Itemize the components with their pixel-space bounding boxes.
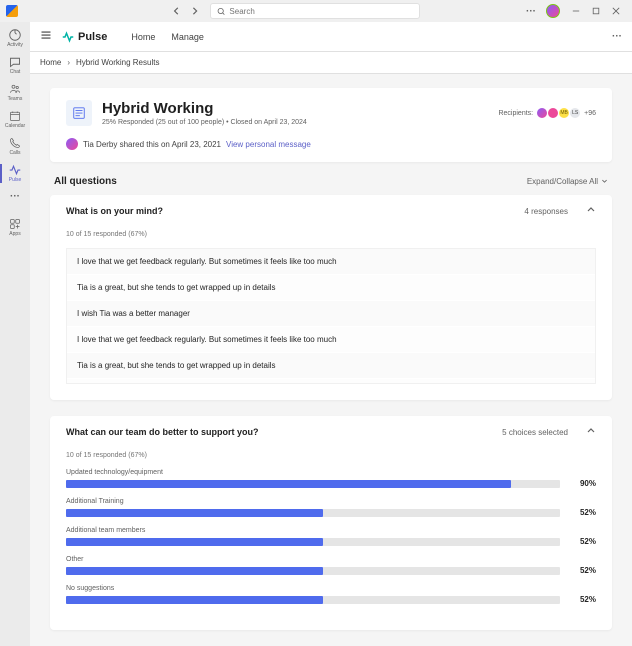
bar-fill: [66, 538, 323, 546]
choice-label: Additional team members: [66, 527, 596, 534]
choice-label: Additional Training: [66, 498, 596, 505]
bar-track: [66, 538, 560, 546]
choice-label: Updated technology/equipment: [66, 469, 596, 476]
bar-track: [66, 567, 560, 575]
bar-fill: [66, 567, 323, 575]
app-logo: Pulse: [62, 31, 107, 43]
question-2-meta: 5 choices selected: [502, 428, 568, 437]
current-user-avatar[interactable]: [546, 4, 560, 18]
question-1-meta: 4 responses: [524, 207, 568, 216]
response-row: Tia is a great, but she tends to get wra…: [67, 275, 595, 301]
bar-fill: [66, 509, 323, 517]
chevron-right-icon: ›: [67, 58, 70, 67]
breadcrumb-home[interactable]: Home: [40, 58, 61, 67]
search-input[interactable]: [229, 7, 413, 16]
question-2-sub: 10 of 15 responded (67%): [50, 448, 612, 469]
tab-manage[interactable]: Manage: [171, 32, 204, 42]
response-row: I wish Tia was a better manager: [67, 301, 595, 327]
bar-track: [66, 480, 560, 488]
choice-row: Updated technology/equipment 90%: [66, 469, 596, 488]
responses-list[interactable]: I love that we get feedback regularly. B…: [66, 248, 596, 384]
bar-track: [66, 509, 560, 517]
rail-chat-label: Chat: [10, 69, 21, 75]
rail-activity-label: Activity: [7, 42, 23, 48]
bar-track: [66, 596, 560, 604]
collapse-button[interactable]: [586, 426, 596, 438]
view-message-link[interactable]: View personal message: [226, 140, 311, 149]
chevron-down-icon: [601, 178, 608, 185]
breadcrumb: Home › Hybrid Working Results: [30, 52, 632, 74]
rail-apps-label: Apps: [9, 231, 20, 237]
survey-icon: [66, 100, 92, 126]
bar-percent: 52%: [568, 537, 596, 546]
rail-pulse-label: Pulse: [9, 177, 22, 183]
survey-title: Hybrid Working: [102, 100, 307, 117]
choice-row: Other 52%: [66, 556, 596, 575]
choice-label: Other: [66, 556, 596, 563]
search-box[interactable]: [210, 3, 420, 19]
rail-calendar-label: Calendar: [5, 123, 25, 129]
rail-calls[interactable]: Calls: [0, 134, 30, 159]
all-questions-heading: All questions: [54, 176, 117, 187]
app-brand-label: Pulse: [78, 31, 107, 43]
rail-calendar[interactable]: Calendar: [0, 107, 30, 132]
bar-percent: 52%: [568, 595, 596, 604]
rail-teams-label: Teams: [8, 96, 23, 102]
window-maximize-button[interactable]: [586, 2, 606, 20]
question-1-sub: 10 of 15 responded (67%): [50, 227, 612, 248]
window-titlebar: ···: [0, 0, 632, 22]
rail-more[interactable]: ···: [0, 188, 30, 205]
survey-meta: 25% Responded (25 out of 100 people) • C…: [102, 119, 307, 126]
bar-fill: [66, 596, 323, 604]
app-bar: Pulse Home Manage ···: [30, 22, 632, 52]
nav-forward-button[interactable]: [186, 2, 204, 20]
bar-percent: 52%: [568, 566, 596, 575]
nav-back-button[interactable]: [168, 2, 186, 20]
rail-chat[interactable]: Chat: [0, 53, 30, 78]
left-rail: Activity Chat Teams Calendar Calls Pulse…: [0, 22, 30, 646]
question-card-2: What can our team do better to support y…: [50, 416, 612, 630]
recipients-group: Recipients: MB LS +96: [498, 100, 596, 126]
tab-home[interactable]: Home: [131, 32, 155, 42]
window-close-button[interactable]: [606, 2, 626, 20]
recipients-label: Recipients:: [498, 110, 533, 117]
choice-row: No suggestions 52%: [66, 585, 596, 604]
choice-label: No suggestions: [66, 585, 596, 592]
appbar-more-button[interactable]: ···: [612, 31, 622, 42]
window-minimize-button[interactable]: [566, 2, 586, 20]
bar-percent: 90%: [568, 479, 596, 488]
choices-bar-chart: Updated technology/equipment 90% Additiona…: [50, 469, 612, 630]
recipient-avatar: LS: [569, 107, 581, 119]
breadcrumb-current: Hybrid Working Results: [76, 58, 159, 67]
app-icon: [6, 5, 18, 17]
search-icon: [217, 7, 225, 16]
choice-row: Additional Training 52%: [66, 498, 596, 517]
rail-teams[interactable]: Teams: [0, 80, 30, 105]
expand-collapse-button[interactable]: Expand/Collapse All: [527, 177, 608, 186]
collapse-button[interactable]: [586, 205, 596, 217]
response-row: I love that we get feedback regularly. B…: [67, 379, 595, 384]
response-row: Tia is a great, but she tends to get wra…: [67, 353, 595, 379]
rail-activity[interactable]: Activity: [0, 26, 30, 51]
sharer-avatar: [66, 138, 78, 150]
titlebar-more-button[interactable]: ···: [522, 6, 540, 17]
hamburger-button[interactable]: [40, 29, 52, 44]
question-card-1: What is on your mind? 4 responses 10 of …: [50, 195, 612, 400]
share-text: Tia Derby shared this on April 23, 2021: [83, 140, 221, 149]
question-2-title: What can our team do better to support y…: [66, 427, 259, 437]
response-row: I love that we get feedback regularly. B…: [67, 327, 595, 353]
response-row: I love that we get feedback regularly. B…: [67, 249, 595, 275]
choice-row: Additional team members 52%: [66, 527, 596, 546]
rail-apps[interactable]: Apps: [0, 215, 30, 240]
recipient-overflow: +96: [584, 110, 596, 117]
bar-fill: [66, 480, 511, 488]
rail-pulse[interactable]: Pulse: [0, 161, 30, 186]
survey-header-card: Hybrid Working 25% Responded (25 out of …: [50, 88, 612, 162]
rail-calls-label: Calls: [9, 150, 20, 156]
question-1-title: What is on your mind?: [66, 206, 163, 216]
bar-percent: 52%: [568, 508, 596, 517]
